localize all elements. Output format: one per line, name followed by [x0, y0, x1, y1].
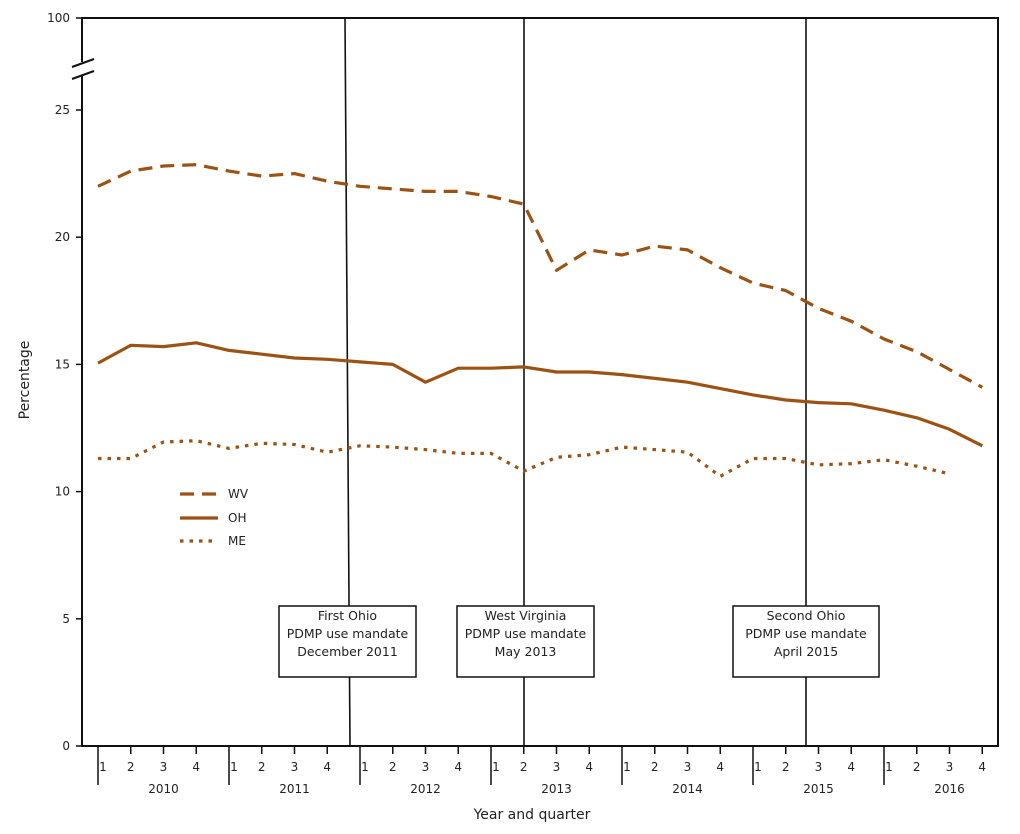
quarter-label: 3 — [684, 760, 692, 774]
plot-frame — [81, 17, 999, 747]
year-label: 2015 — [803, 782, 834, 796]
axis-break-mark — [71, 70, 95, 80]
quarter-label: 1 — [885, 760, 893, 774]
y-tick-label: 0 — [62, 739, 70, 753]
quarter-label: 2 — [258, 760, 266, 774]
annotation-text: PDMP use mandate — [287, 626, 409, 641]
year-label: 2011 — [279, 782, 310, 796]
y-tick-label: 20 — [55, 230, 70, 244]
quarter-label: 4 — [454, 760, 462, 774]
year-label: 2010 — [148, 782, 179, 796]
quarter-label: 3 — [422, 760, 430, 774]
quarter-label: 2 — [520, 760, 528, 774]
annotation-text: Second Ohio — [767, 608, 846, 623]
quarter-label: 4 — [847, 760, 855, 774]
quarter-label: 1 — [492, 760, 500, 774]
y-tick-label: 100 — [47, 11, 70, 25]
legend-label: WV — [228, 487, 249, 501]
year-label: 2016 — [934, 782, 965, 796]
y-tick-label: 15 — [55, 357, 70, 371]
year-label: 2013 — [541, 782, 572, 796]
quarter-label: 3 — [815, 760, 823, 774]
quarter-label: 1 — [361, 760, 369, 774]
legend-label: ME — [228, 534, 246, 548]
year-label: 2012 — [410, 782, 441, 796]
annotation-box — [278, 605, 417, 678]
quarter-label: 3 — [553, 760, 561, 774]
axis-break-mark — [71, 58, 95, 68]
quarter-label: 4 — [192, 760, 200, 774]
quarter-label: 3 — [946, 760, 954, 774]
annotation-text: PDMP use mandate — [745, 626, 867, 641]
quarter-label: 2 — [651, 760, 659, 774]
annotation-text: December 2011 — [297, 644, 398, 659]
quarter-label: 3 — [291, 760, 299, 774]
quarter-label: 4 — [323, 760, 331, 774]
annotation-box — [732, 605, 880, 678]
annotation-box — [456, 605, 595, 678]
quarter-label: 2 — [782, 760, 790, 774]
y-tick-label: 25 — [55, 103, 70, 117]
annotation-text: April 2015 — [774, 644, 838, 659]
quarter-label: 1 — [623, 760, 631, 774]
y-tick-label: 5 — [62, 612, 70, 626]
quarter-label: 4 — [716, 760, 724, 774]
y-tick-label: 10 — [55, 485, 70, 499]
quarter-label: 2 — [389, 760, 397, 774]
annotation-text: West Virginia — [485, 608, 567, 623]
annotation-text: May 2013 — [495, 644, 557, 659]
series-line-wv — [97, 163, 984, 389]
legend-label: OH — [228, 511, 246, 525]
quarter-label: 1 — [99, 760, 107, 774]
quarter-label: 3 — [160, 760, 168, 774]
quarter-label: 1 — [230, 760, 238, 774]
quarter-label: 2 — [913, 760, 921, 774]
year-label: 2014 — [672, 782, 703, 796]
y-axis-label: Percentage — [17, 341, 33, 420]
x-axis-label: Year and quarter — [473, 807, 591, 823]
quarter-label: 2 — [127, 760, 135, 774]
annotation-text: PDMP use mandate — [465, 626, 587, 641]
quarter-label: 4 — [585, 760, 593, 774]
series-line-oh — [97, 341, 984, 448]
annotation-text: First Ohio — [318, 608, 377, 623]
quarter-label: 1 — [754, 760, 762, 774]
quarter-label: 4 — [978, 760, 986, 774]
